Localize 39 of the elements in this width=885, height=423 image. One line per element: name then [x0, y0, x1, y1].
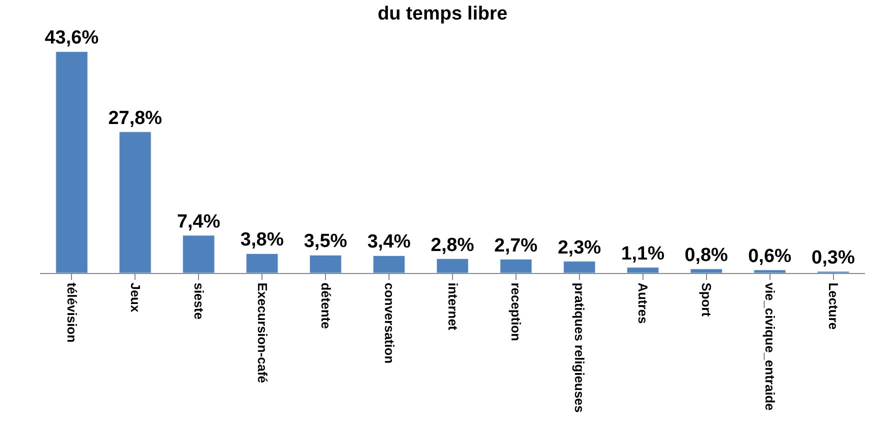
data-label: 27,8% — [108, 108, 162, 129]
bar — [119, 132, 152, 273]
bar — [372, 255, 406, 273]
bar — [500, 259, 532, 273]
x-tick-label: reception — [508, 282, 524, 342]
x-tick-label: Sport — [699, 282, 714, 318]
data-label: 3,5% — [304, 231, 348, 252]
data-label: 0,8% — [684, 244, 728, 266]
data-label: 2,7% — [494, 235, 538, 256]
data-label: 7,4% — [176, 211, 220, 232]
x-tick-label: détente — [318, 282, 334, 329]
data-label: 2,3% — [558, 237, 602, 258]
data-label: 0,3% — [812, 247, 855, 268]
bar — [436, 258, 469, 273]
x-tick-label: Execursion-café — [254, 282, 270, 384]
bar — [309, 254, 342, 273]
x-tick-label: vie_civique_entraide — [762, 282, 778, 411]
x-tick-label: télévision — [64, 282, 80, 343]
data-label: 3,4% — [367, 232, 411, 253]
x-tick-label: Autres — [636, 282, 651, 324]
x-tick-label: internet — [445, 282, 460, 331]
bar — [246, 253, 278, 273]
bar — [182, 235, 215, 273]
bar — [563, 261, 596, 273]
bar — [626, 267, 659, 273]
data-label: 0,6% — [748, 246, 792, 267]
x-tick-label: Lecture — [826, 282, 842, 330]
bar — [690, 268, 722, 273]
x-tick-label: sieste — [191, 282, 206, 320]
data-label: 3,8% — [240, 230, 284, 251]
x-tick-label: pratiques religieuses — [572, 282, 588, 413]
data-label: 2,8% — [430, 234, 474, 256]
chart-title: du temps libre — [378, 4, 508, 25]
x-tick-label: Jeux — [128, 282, 143, 313]
data-label: 43,6% — [44, 28, 99, 49]
data-label: 1,1% — [621, 243, 665, 264]
bar — [754, 270, 786, 273]
x-tick-label: conversation — [382, 282, 397, 364]
bar — [56, 51, 88, 273]
